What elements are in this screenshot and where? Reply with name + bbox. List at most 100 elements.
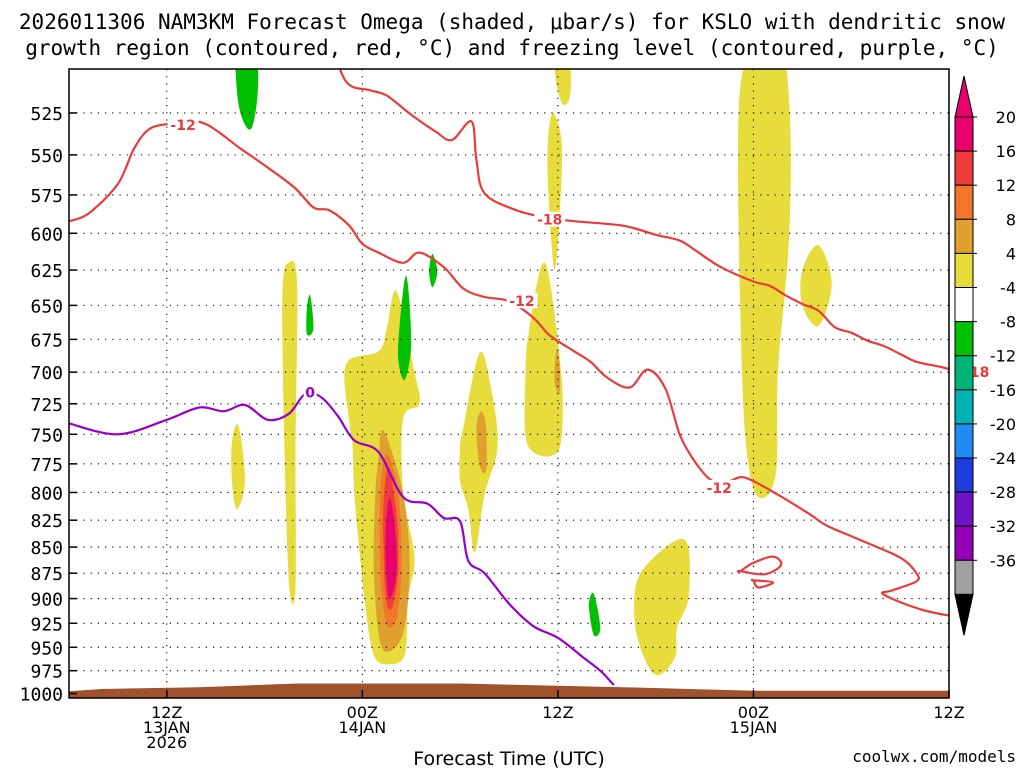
contour-label-2: -12	[509, 294, 534, 310]
omega-region-20-21	[385, 497, 397, 600]
omega-region-4-9	[231, 424, 246, 510]
colorbar-label-2: 12	[996, 176, 1016, 195]
x-tick-label-12-2: 2026	[146, 733, 187, 752]
isotherm-minus12-loop	[736, 555, 783, 576]
y-tick-label-525: 525	[30, 104, 63, 125]
y-tick-label-575: 575	[30, 186, 63, 207]
plot-frame	[68, 68, 950, 699]
contours	[69, 69, 949, 686]
isotherm-minus12-upper	[69, 118, 949, 617]
omega-region-8-17	[476, 411, 487, 474]
colorbar-bin-10	[954, 457, 974, 493]
y-tick-label-725: 725	[30, 395, 63, 416]
y-tick-label-825: 825	[30, 511, 63, 532]
y-tick-label-625: 625	[30, 261, 63, 282]
omega-region-8-18	[554, 349, 561, 395]
credit-text: coolwx.com/models	[852, 747, 1016, 766]
colorbar-bin-8	[954, 389, 974, 425]
colorbar-label-8: -16	[990, 381, 1016, 400]
contour-label-4: -12	[707, 481, 732, 497]
x-axis-label: Forecast Time (UTC)	[413, 748, 604, 768]
colorbar-bin-9	[954, 423, 974, 459]
colorbar-bin-12	[954, 525, 974, 561]
x-tick-label-36-0: 12Z	[542, 703, 573, 722]
omega-region-4-10	[554, 69, 571, 106]
y-tick-label-925: 925	[30, 614, 63, 635]
colorbar-label-4: 4	[1006, 244, 1016, 263]
contour-label-bg-0	[167, 116, 199, 132]
y-tick-label-750: 750	[30, 425, 63, 446]
colorbar-label-13: -36	[990, 551, 1016, 570]
y-axis: 525 550 575 600 625 650 675 700 725 750 775 800 825 8…	[20, 104, 77, 706]
x-tick-label-48-1: 15JAN	[730, 718, 778, 737]
colorbar-label-7: -12	[990, 347, 1016, 366]
colorbar-bin-4	[954, 252, 974, 288]
contour-label-bg-2	[506, 293, 538, 309]
y-tick-label-950: 950	[30, 638, 63, 659]
y-tick-label-1000: 1000	[20, 685, 63, 706]
colorbar-label-5: -4	[1000, 279, 1016, 298]
contour-label-bg-1	[534, 211, 566, 227]
isotherm-minus18	[338, 69, 949, 371]
omega-region--4-12	[397, 275, 412, 381]
x-tick-label-24-0: 00Z	[347, 703, 378, 722]
colorbar-bin-13	[954, 559, 974, 595]
y-tick-label-775: 775	[30, 455, 63, 476]
omega-region-4-4	[634, 538, 690, 676]
y-tick-label-875: 875	[30, 564, 63, 585]
colorbar-label-0: 20	[996, 108, 1016, 127]
contour-label-1: -18	[537, 213, 562, 229]
isotherm-minus12-dot	[750, 578, 775, 589]
terrain	[69, 683, 949, 698]
contour-label-0: -12	[170, 118, 195, 134]
y-tick-label-550: 550	[30, 146, 63, 167]
x-tick-label-12-1: 13JAN	[143, 718, 191, 737]
y-tick-label-650: 650	[30, 296, 63, 317]
colorbar-bin-6	[954, 321, 974, 357]
y-tick-label-700: 700	[30, 363, 63, 384]
y-tick-label-600: 600	[30, 224, 63, 245]
omega-region-4-6	[282, 261, 298, 605]
x-tick-label-12-0: 12Z	[151, 703, 182, 722]
contour-label-bg-5	[303, 384, 317, 400]
contour-label-bg-4	[703, 479, 735, 495]
terrain-fill	[69, 683, 949, 698]
freezing-level-contour	[69, 391, 615, 686]
y-tick-label-900: 900	[30, 590, 63, 611]
omega-region-4-7	[547, 113, 563, 270]
x-tick-label-24-1: 14JAN	[338, 718, 386, 737]
colorbar-label-10: -24	[990, 449, 1016, 468]
colorbar-label-9: -20	[990, 415, 1016, 434]
omega-region--4-11	[235, 69, 259, 130]
chart-title-line1: 2026011306 NAM3KM Forecast Omega (shaded…	[19, 10, 1006, 34]
colorbar-bin-1	[954, 150, 974, 186]
chart-title-line2: growth region (contoured, red, °C) and f…	[25, 36, 999, 60]
colorbar-bin-11	[954, 491, 974, 527]
colorbar-label-6: -8	[1000, 313, 1016, 332]
colorbar-bin-0	[954, 116, 974, 152]
y-tick-label-675: 675	[30, 330, 63, 351]
omega-region--4-15	[588, 592, 601, 637]
colorbar-bottom-arrow	[954, 593, 974, 636]
omega-shading	[231, 69, 832, 676]
colorbar-label-11: -28	[990, 483, 1016, 502]
x-tick-label-48-0: 00Z	[738, 703, 769, 722]
colorbar-label-1: 16	[996, 142, 1016, 161]
colorbar-label-12: -32	[990, 517, 1016, 536]
colorbar: 20 16 12 8 4 -4 -8 -12 -16 -20 -24 -28 -32 -36	[954, 75, 1016, 636]
omega-region-4-1	[524, 262, 563, 457]
plot-area: -12-18-12-18-120	[68, 68, 993, 699]
contour-label-5: 0	[305, 386, 315, 402]
colorbar-bin-2	[954, 184, 974, 220]
y-tick-label-975: 975	[30, 662, 63, 683]
omega-region--4-13	[306, 294, 314, 336]
colorbar-bin-3	[954, 218, 974, 254]
x-tick-label-60-0: 12Z	[933, 703, 964, 722]
colorbar-label-3: 8	[1006, 210, 1016, 229]
colorbar-bin-7	[954, 355, 974, 391]
omega-region--4-14	[429, 254, 438, 288]
colorbar-bin-5	[954, 287, 974, 323]
y-tick-label-850: 850	[30, 538, 63, 559]
